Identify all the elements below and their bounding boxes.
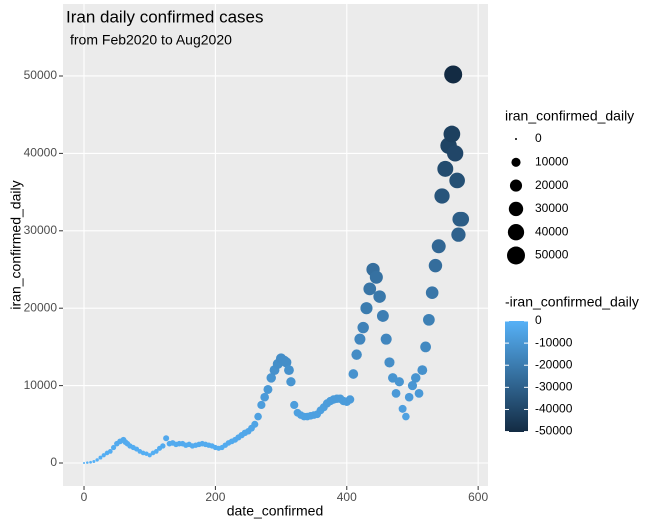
point bbox=[357, 321, 369, 334]
point bbox=[95, 458, 99, 462]
point bbox=[263, 384, 273, 394]
size-legend-label: 0 bbox=[535, 131, 542, 145]
point bbox=[404, 392, 414, 402]
point bbox=[434, 188, 450, 204]
point bbox=[363, 282, 377, 296]
point bbox=[107, 449, 113, 454]
y-tick-label: 50000 bbox=[24, 68, 58, 82]
point bbox=[290, 400, 299, 410]
point bbox=[92, 459, 96, 463]
point bbox=[348, 369, 359, 379]
point bbox=[428, 258, 443, 273]
point bbox=[444, 65, 463, 84]
point bbox=[110, 444, 117, 451]
point bbox=[163, 435, 170, 442]
point bbox=[101, 453, 106, 458]
point bbox=[394, 377, 404, 387]
point bbox=[373, 290, 386, 303]
point bbox=[354, 333, 366, 345]
x-tick-label: 400 bbox=[337, 490, 357, 504]
size-legend-label: 20000 bbox=[535, 178, 569, 192]
point bbox=[443, 125, 461, 143]
point bbox=[281, 357, 292, 368]
point bbox=[449, 172, 465, 189]
color-legend-title: -iran_confirmed_daily bbox=[505, 294, 639, 310]
point bbox=[423, 313, 435, 326]
point bbox=[417, 365, 428, 376]
point bbox=[286, 377, 296, 387]
point bbox=[153, 449, 159, 454]
y-tick-label: 30000 bbox=[24, 223, 58, 237]
y-tick-label: 40000 bbox=[24, 146, 58, 160]
point bbox=[414, 388, 424, 398]
size-key bbox=[511, 157, 521, 167]
point bbox=[260, 392, 269, 402]
size-key bbox=[515, 138, 517, 140]
y-tick-label: 10000 bbox=[24, 378, 58, 392]
point bbox=[402, 412, 410, 421]
point bbox=[98, 455, 103, 460]
size-key bbox=[508, 201, 524, 217]
point bbox=[431, 239, 446, 254]
point bbox=[266, 373, 276, 383]
color-legend-label: 0 bbox=[535, 313, 542, 327]
point bbox=[380, 333, 392, 345]
color-bar bbox=[505, 321, 528, 432]
point bbox=[420, 341, 431, 353]
panel bbox=[63, 4, 488, 486]
point bbox=[89, 460, 92, 464]
point bbox=[384, 357, 395, 368]
point bbox=[451, 227, 466, 242]
chart-subtitle: from Feb2020 to Aug2020 bbox=[70, 32, 232, 48]
point bbox=[160, 443, 166, 449]
point bbox=[376, 310, 389, 322]
x-axis-label: date_confirmed bbox=[227, 503, 324, 519]
point bbox=[391, 388, 401, 398]
color-legend-label: -20000 bbox=[535, 357, 573, 371]
point bbox=[254, 412, 262, 421]
point bbox=[86, 461, 89, 464]
point bbox=[144, 451, 149, 456]
point bbox=[360, 302, 373, 315]
x-tick-label: 0 bbox=[81, 490, 88, 504]
color-legend-label: -10000 bbox=[535, 335, 573, 349]
point bbox=[410, 373, 421, 383]
point bbox=[407, 381, 418, 391]
point bbox=[398, 404, 407, 413]
size-legend-label: 50000 bbox=[535, 248, 569, 262]
point bbox=[345, 395, 355, 404]
y-axis-label: iran_confirmed_daily bbox=[8, 180, 24, 309]
size-legend-title: iran_confirmed_daily bbox=[505, 108, 634, 124]
point bbox=[257, 400, 266, 410]
point bbox=[351, 349, 362, 360]
x-tick-label: 600 bbox=[468, 490, 488, 504]
size-key bbox=[509, 179, 523, 192]
x-tick-label: 200 bbox=[205, 490, 225, 504]
size-legend-label: 40000 bbox=[535, 224, 569, 238]
point bbox=[284, 365, 294, 376]
size-key bbox=[507, 224, 525, 241]
color-legend-label: -50000 bbox=[535, 424, 573, 438]
size-legend-label: 30000 bbox=[535, 201, 569, 215]
point bbox=[425, 286, 439, 300]
point bbox=[454, 211, 470, 227]
y-tick-label: 0 bbox=[50, 455, 57, 469]
point bbox=[447, 145, 464, 162]
point bbox=[437, 160, 454, 177]
color-legend-label: -30000 bbox=[535, 380, 573, 394]
point bbox=[251, 420, 259, 428]
size-key bbox=[507, 246, 525, 265]
size-legend-label: 10000 bbox=[535, 154, 569, 168]
point bbox=[369, 270, 383, 284]
point bbox=[147, 453, 152, 458]
color-legend-label: -40000 bbox=[535, 402, 573, 416]
point bbox=[83, 462, 86, 465]
chart-title: Iran daily confirmed cases bbox=[66, 7, 263, 26]
y-tick-label: 20000 bbox=[24, 300, 58, 314]
